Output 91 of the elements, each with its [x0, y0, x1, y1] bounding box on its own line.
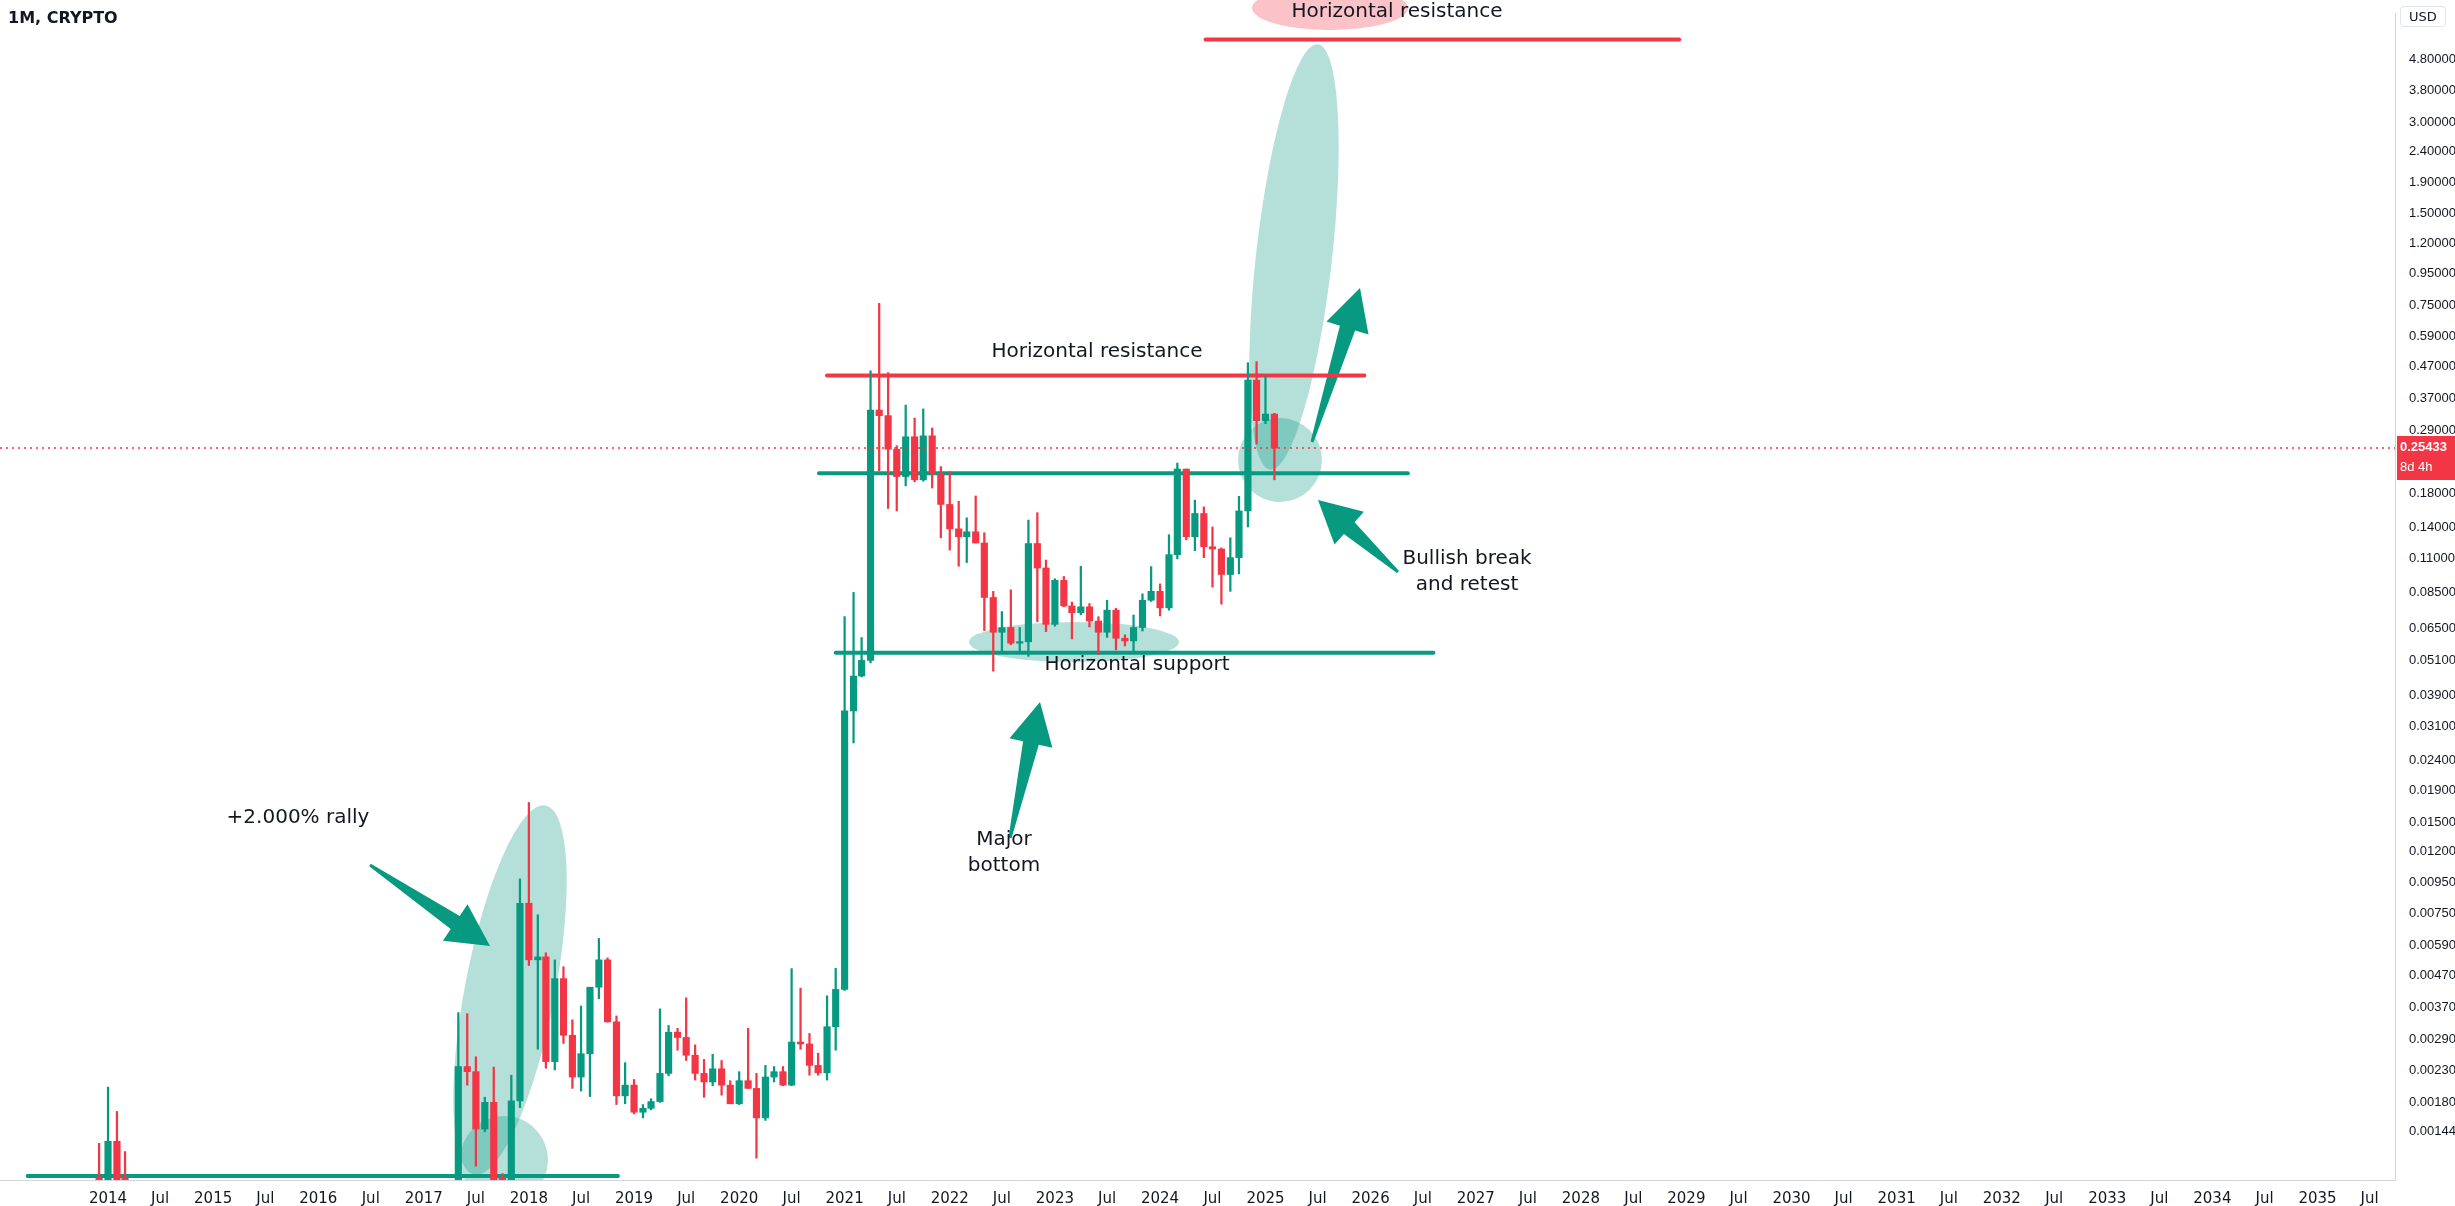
x-tick-label: Jul: [1833, 1188, 1853, 1206]
x-tick-label: 2027: [1456, 1188, 1495, 1206]
y-tick-label: 0.47000: [2409, 358, 2455, 374]
x-tick-label: Jul: [2149, 1188, 2169, 1206]
y-tick-label: 4.80000: [2409, 51, 2455, 67]
y-tick-label: 3.00000: [2409, 113, 2455, 129]
x-tick-label: 2016: [299, 1188, 338, 1206]
x-tick-label: 2035: [2298, 1188, 2337, 1206]
y-tick-label: 0.06500: [2409, 619, 2455, 635]
y-tick-label: 0.00230: [2409, 1061, 2455, 1077]
x-tick-label: Jul: [1202, 1188, 1222, 1206]
x-tick-label: 2024: [1140, 1188, 1180, 1206]
y-tick-label: 0.00590: [2409, 937, 2455, 953]
y-tick-label: 0.03900: [2409, 687, 2455, 703]
y-tick-label: 0.11000: [2409, 550, 2455, 566]
y-tick-label: 0.14000: [2409, 518, 2455, 534]
y-tick-label: 0.00290: [2409, 1030, 2455, 1046]
x-tick-label: 2018: [509, 1188, 548, 1206]
annotation: Bullish break and retest: [1402, 545, 1532, 596]
y-tick-label: 0.59000: [2409, 328, 2455, 344]
y-tick-label: 0.01500: [2409, 813, 2455, 829]
y-tick-label: 3.80000: [2409, 82, 2455, 98]
y-tick-label: 0.37000: [2409, 390, 2455, 406]
annotation: Horizontal resistance: [991, 338, 1203, 363]
x-tick-label: Jul: [1307, 1188, 1327, 1206]
candlestick: [673, 1028, 682, 1051]
y-tick-label: 2.40000: [2409, 143, 2455, 159]
candlestick: [1208, 526, 1217, 588]
x-tick-label: 2015: [194, 1188, 233, 1206]
annotation: Horizontal support: [1044, 651, 1230, 676]
x-tick-label: Jul: [1623, 1188, 1643, 1206]
y-tick-label: 0.00180: [2409, 1093, 2455, 1109]
y-tick-label: 1.90000: [2409, 173, 2455, 189]
x-tick-label: Jul: [886, 1188, 906, 1206]
y-tick-label: 1.50000: [2409, 205, 2455, 221]
y-tick-label: 0.03100: [2409, 717, 2455, 733]
annotation: +2.000% rally: [226, 804, 370, 829]
candlestick: [1261, 375, 1270, 424]
x-tick-label: 2029: [1667, 1188, 1706, 1206]
x-tick-label: Jul: [2044, 1188, 2064, 1206]
x-tick-label: Jul: [676, 1188, 696, 1206]
x-tick-label: Jul: [360, 1188, 380, 1206]
x-tick-label: 2019: [614, 1188, 654, 1206]
y-tick-label: 0.00470: [2409, 967, 2455, 983]
x-tick-label: 2023: [1035, 1188, 1074, 1206]
annotation: Major bottom: [967, 826, 1041, 877]
x-tick-label: 2030: [1772, 1188, 1811, 1206]
ref-line-label: 0.25433 8d 4h: [2400, 438, 2447, 474]
y-tick-label: 0.75000: [2409, 296, 2455, 312]
x-tick-label: 2014: [88, 1188, 128, 1206]
y-tick-label: 0.00750: [2409, 905, 2455, 921]
y-tick-label: 0.18000: [2409, 485, 2455, 501]
y-tick-label: 0.00144: [2409, 1123, 2455, 1139]
x-tick-label: Jul: [2254, 1188, 2274, 1206]
y-tick-label: 0.05100: [2409, 651, 2455, 667]
x-tick-label: Jul: [150, 1188, 170, 1206]
y-tick-label: 0.00370: [2409, 998, 2455, 1014]
x-tick-label: 2026: [1351, 1188, 1390, 1206]
y-tick-label: 0.95000: [2409, 265, 2455, 281]
x-tick-label: Jul: [1517, 1188, 1537, 1206]
x-tick-label: 2021: [825, 1188, 864, 1206]
candlestick: [1094, 616, 1102, 655]
x-tick-label: Jul: [255, 1188, 275, 1206]
x-tick-label: 2032: [1982, 1188, 2021, 1206]
y-tick-label: 0.01200: [2409, 843, 2455, 859]
x-tick-label: Jul: [465, 1188, 485, 1206]
x-tick-label: 2028: [1561, 1188, 1601, 1206]
x-tick-label: Jul: [1938, 1188, 1958, 1206]
x-tick-label: Jul: [1096, 1188, 1117, 1206]
x-tick-label: 2025: [1246, 1188, 1285, 1206]
y-tick-label: 0.02400: [2409, 751, 2455, 767]
x-tick-label: 2031: [1877, 1188, 1916, 1206]
x-tick-label: 2022: [930, 1188, 969, 1206]
x-tick-label: 2034: [2193, 1188, 2232, 1206]
x-tick-label: 2033: [2088, 1188, 2127, 1206]
x-tick-label: 2017: [404, 1188, 443, 1206]
y-tick-label: 1.20000: [2409, 234, 2455, 250]
x-tick-label: Jul: [2359, 1188, 2379, 1206]
x-tick-label: Jul: [1412, 1188, 1432, 1206]
x-tick-label: Jul: [570, 1188, 591, 1206]
chart-title: 1M, CRYPTO: [8, 8, 118, 27]
y-tick-label: 0.00950: [2409, 874, 2455, 890]
x-tick-label: 2020: [720, 1188, 759, 1206]
y-tick-label: 0.29000: [2409, 422, 2455, 438]
y-axis-title: USD: [2400, 6, 2446, 27]
y-tick-label: 0.01900: [2409, 782, 2455, 798]
x-tick-label: Jul: [1728, 1188, 1748, 1206]
x-tick-label: Jul: [781, 1188, 801, 1206]
x-tick-label: Jul: [991, 1188, 1011, 1206]
annotation: Horizontal resistance: [1291, 0, 1503, 23]
y-tick-label: 0.08500: [2409, 584, 2455, 600]
